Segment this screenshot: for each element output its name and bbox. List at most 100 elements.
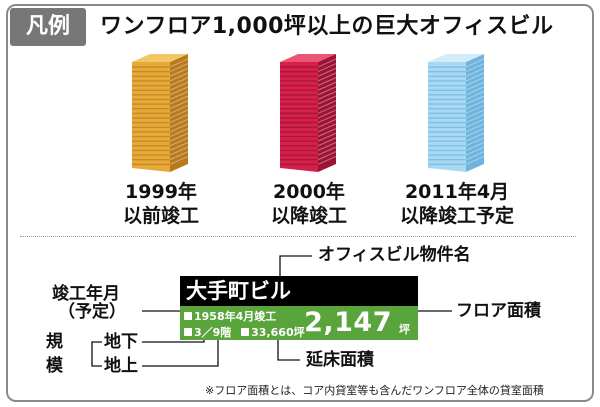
tower-side-floor-line xyxy=(465,81,485,91)
tower-side-floor-line xyxy=(465,109,485,119)
tower-side-floor-line xyxy=(169,118,189,128)
tower-side-floor-line xyxy=(169,81,189,91)
tower-side-floor-line xyxy=(169,109,189,119)
tower-side-floor-line xyxy=(317,76,337,87)
tower-side-floor-line xyxy=(169,151,189,161)
tower-side-floor-line xyxy=(169,67,189,77)
tower-side-floor-line xyxy=(317,118,337,128)
tower-side-floor-line xyxy=(317,141,337,152)
tower-caption-line2: 以降竣工 xyxy=(270,205,347,227)
tower-side-face xyxy=(318,54,336,172)
tower-caption-line1: 2011年4月 xyxy=(404,181,510,203)
tower-side-floor-line xyxy=(465,86,485,96)
tower-caption-line2: 以降竣工予定 xyxy=(399,205,514,227)
square-bullet-icon xyxy=(184,312,192,320)
tower-side-floor-line xyxy=(317,86,337,96)
tower-side-floor-line xyxy=(317,123,337,133)
tower-side-floor-line xyxy=(317,104,337,114)
tower-side-floor-line xyxy=(169,76,189,87)
tower-side-floor-line xyxy=(317,151,337,161)
tower-side-floor-line xyxy=(169,90,189,101)
tower-caption-1999: 1999年 以前竣工 xyxy=(96,180,226,228)
square-bullet-icon xyxy=(184,328,192,336)
sample-building-name: 大手町ビル xyxy=(180,276,418,306)
sample-completed: 1958年4月竣工 xyxy=(194,310,277,323)
tower-side-floor-line xyxy=(317,127,337,138)
leader-scale-bracket xyxy=(91,341,102,367)
tower-side-floor-line xyxy=(169,127,189,138)
tower-side-floor-line xyxy=(465,63,485,73)
tower-side-floor-line xyxy=(465,118,485,128)
tower-side-floor-line xyxy=(465,146,485,156)
label-aboveground: 地上 xyxy=(104,356,138,376)
label-total-floor-area: 延床面積 xyxy=(306,350,374,370)
sample-floor-area: 2,147 xyxy=(304,307,392,338)
tower-side-floor-line xyxy=(169,123,189,133)
tower-side-floor-line xyxy=(169,137,189,147)
tower-caption-2011: 2011年4月 以降竣工予定 xyxy=(382,180,532,228)
tower-caption-line2: 以前竣工 xyxy=(122,205,199,227)
tower-side-floor-line xyxy=(317,67,337,77)
tower-side-floor-line xyxy=(169,100,189,110)
tower-side-floor-line xyxy=(465,127,485,138)
tower-side-floor-line xyxy=(169,146,189,156)
tower-side-floor-line xyxy=(317,155,337,165)
tower-roof xyxy=(428,54,484,62)
sample-building-card: 大手町ビル 1958年4月竣工 3／9階 33,660坪 2,147 坪 xyxy=(180,276,418,340)
tower-side-floor-line xyxy=(169,86,189,96)
tower-side-floor-line xyxy=(465,137,485,147)
tower-side-floor-line xyxy=(317,109,337,119)
tower-roof xyxy=(132,54,188,62)
tower-side-floor-line xyxy=(317,132,337,142)
tower-side-floor-line xyxy=(317,72,337,82)
label-floor-area: フロア面積 xyxy=(456,301,541,321)
tower-side-floor-line xyxy=(465,114,485,124)
tower-side-floor-line xyxy=(317,95,337,105)
tower-side-floor-line xyxy=(317,90,337,101)
tower-side-floor-line xyxy=(317,146,337,156)
leader-property-name xyxy=(279,255,312,276)
tower-side-floor-line xyxy=(465,132,485,142)
label-completion-planned: （予定） xyxy=(58,302,126,322)
tower-roof xyxy=(280,54,336,62)
tower-side-floor-line xyxy=(465,90,485,101)
footnote: ※フロア面積とは、コア内貸室等も含んだワンフロア全体の貸室面積 xyxy=(205,384,544,397)
tower-side-floor-line xyxy=(169,104,189,114)
tower-side-floor-line xyxy=(465,67,485,77)
leader-total-area xyxy=(277,330,300,361)
tower-side-floor-line xyxy=(317,114,337,124)
sample-total-area: 33,660坪 xyxy=(251,326,305,339)
tower-side-floor-line xyxy=(465,76,485,87)
tower-side-floor-line xyxy=(169,63,189,73)
tower-side-floor-line xyxy=(465,58,485,68)
sample-scale-row: 3／9階 33,660坪 xyxy=(184,324,305,340)
label-scale-2: 模 xyxy=(46,356,63,376)
tower-side-floor-line xyxy=(317,58,337,68)
sample-completed-row: 1958年4月竣工 xyxy=(184,308,276,324)
tower-side-floor-line xyxy=(169,155,189,165)
leader-aboveground xyxy=(142,330,219,367)
tower-side-face xyxy=(170,54,188,172)
tower-side-floor-line xyxy=(465,104,485,114)
label-completion-date: 竣工年月 xyxy=(52,284,120,304)
tower-caption-line1: 2000年 xyxy=(273,181,345,203)
tower-side-floor-line xyxy=(317,63,337,73)
section-divider xyxy=(20,236,576,237)
tower-caption-2000: 2000年 以降竣工 xyxy=(244,180,374,228)
legend-badge: 凡例 xyxy=(10,8,86,46)
tower-icon-2011 xyxy=(428,54,485,172)
tower-side-floor-line xyxy=(169,72,189,82)
tower-side-floor-line xyxy=(317,137,337,147)
tower-side-floor-line xyxy=(465,123,485,133)
tower-side-floor-line xyxy=(169,95,189,105)
label-underground: 地下 xyxy=(104,332,138,352)
tower-side-floor-line xyxy=(465,72,485,82)
sample-floors: 3／9階 xyxy=(194,326,232,339)
tower-side-floor-line xyxy=(169,114,189,124)
label-scale-1: 規 xyxy=(46,332,63,352)
tower-side-floor-line xyxy=(465,151,485,161)
square-bullet-icon xyxy=(241,328,250,336)
tower-side-floor-line xyxy=(169,58,189,68)
sample-floor-area-unit: 坪 xyxy=(399,323,410,336)
